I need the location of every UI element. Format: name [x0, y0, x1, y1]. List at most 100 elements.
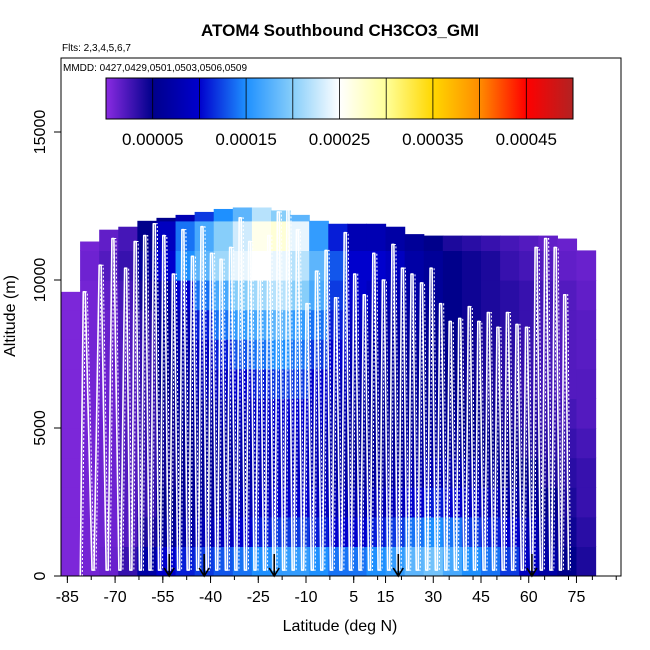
heatmap-cell [500, 250, 520, 281]
x-tick-label: -85 [56, 589, 79, 606]
heatmap-cell [61, 339, 81, 370]
heatmap-cell [481, 546, 501, 576]
heatmap-cell [271, 220, 291, 251]
heatmap-cell [423, 309, 444, 340]
heatmap-cell [442, 339, 463, 370]
colorbar-ticks: 0.00005 0.00015 0.00025 0.00035 0.00045 [122, 78, 557, 149]
heatmap-cell [519, 309, 539, 340]
x-tick-label: 45 [472, 589, 490, 606]
heatmap-cell [61, 398, 81, 429]
colorbar-tick-label: 0.00005 [122, 130, 183, 149]
heatmap-cell [500, 280, 520, 311]
heatmap-cell [290, 516, 310, 547]
heatmap-cell [442, 309, 463, 340]
heatmap-cell [156, 516, 177, 547]
colorbar-tick-label: 0.00025 [309, 130, 370, 149]
x-tick-label: -25 [247, 589, 270, 606]
heatmap-cell [481, 235, 501, 251]
x-tick-label: 5 [349, 589, 358, 606]
heatmap-cell [309, 280, 329, 311]
heatmap-cell [442, 516, 463, 547]
heatmap-cell [232, 516, 253, 547]
y-tick-label: 15000 [32, 110, 49, 155]
x-tick-label: 15 [377, 589, 395, 606]
heatmap-cell [309, 250, 329, 281]
heatmap-cell [271, 210, 291, 222]
heatmap-cell [576, 250, 597, 281]
heatmap-cell [557, 238, 578, 251]
heatmap-cell [519, 280, 539, 311]
heatmap-cell [481, 339, 501, 370]
heatmap-cell [232, 207, 253, 222]
heatmap-cell [366, 546, 387, 576]
heatmap-cell [519, 235, 539, 251]
heatmap-cell [251, 280, 272, 311]
heatmap-cell [404, 516, 425, 547]
heatmap-cell [175, 220, 196, 251]
heatmap-cell [118, 280, 138, 311]
heatmap-cell [461, 280, 482, 311]
heatmap-cell [481, 516, 501, 547]
heatmap-cell [347, 280, 368, 311]
heatmap-cell [213, 208, 234, 222]
heatmap-cell [309, 220, 329, 251]
heatmap-cell [328, 309, 348, 340]
heatmap-cell [213, 250, 234, 281]
y-tick-label: 10000 [32, 258, 49, 303]
heatmap-cell [328, 223, 348, 251]
heatmap-cell [423, 516, 444, 547]
x-axis: -85 -70 -55 -40 -25 -10 5 15 30 45 60 75 [56, 576, 617, 606]
y-axis: 0 5000 10000 15000 [32, 110, 61, 580]
heatmap-cell [271, 250, 291, 281]
heatmap-cell [423, 280, 444, 311]
x-tick-label: -40 [199, 589, 222, 606]
heatmap-cell [118, 226, 138, 251]
heatmap-cell [366, 223, 387, 251]
heatmap-cell [251, 516, 272, 547]
heatmap-cell [538, 250, 558, 281]
x-tick-label: 75 [568, 589, 586, 606]
heatmap-cell [251, 546, 272, 576]
heatmap-cell [461, 250, 482, 281]
heatmap-cell [137, 516, 158, 547]
heatmap-cell [366, 280, 387, 311]
heatmap-cell [481, 280, 501, 311]
x-tick-label: 60 [520, 589, 538, 606]
heatmap-cell [576, 457, 597, 488]
heatmap-cell [538, 516, 558, 547]
heatmap-cell [347, 309, 368, 340]
heatmap-cell [290, 220, 310, 251]
profile-line [79, 208, 570, 576]
heatmap-cell [461, 309, 482, 340]
heatmap-cell [404, 250, 425, 281]
heatmap-cell [500, 339, 520, 370]
heatmap-cell [385, 250, 406, 281]
heatmap-cell [404, 280, 425, 311]
heatmap-cell [328, 250, 348, 281]
heatmap-cell [347, 250, 368, 281]
heatmap-cell [175, 250, 196, 281]
plot-frame [60, 57, 622, 577]
heatmap-cell [156, 220, 177, 251]
heatmap-cell [442, 280, 463, 311]
heatmap-cell [194, 211, 215, 222]
heatmap-cell [576, 546, 597, 576]
heatmap-cell [404, 234, 425, 251]
flight-profiles [79, 208, 571, 576]
heatmap-cell [576, 339, 597, 370]
heatmap-cell [557, 339, 578, 370]
heatmap-cell [423, 250, 444, 281]
heatmap-cell [461, 235, 482, 251]
x-tick-label: 30 [424, 589, 442, 606]
heatmap-cell [271, 516, 291, 547]
y-axis-label: Altitude (m) [2, 275, 19, 357]
heatmap-cell [175, 280, 196, 311]
heatmap-cell [557, 546, 578, 576]
heatmap-cell [61, 546, 81, 576]
heatmap-cell [481, 250, 501, 281]
heatmap-cell [538, 280, 558, 311]
heatmap-cell [156, 250, 177, 281]
heatmap-cell [175, 214, 196, 222]
chart-title: ATOM4 Southbound CH3CO3_GMI [201, 21, 479, 40]
heatmap-cell [175, 546, 196, 576]
